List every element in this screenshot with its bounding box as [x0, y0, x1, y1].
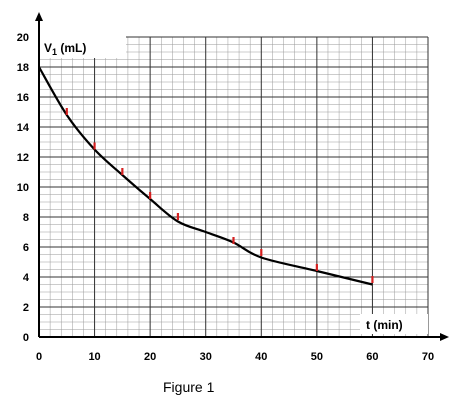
- y-label-box: V1 (mL): [40, 34, 126, 58]
- y-tick-label: 10: [17, 182, 29, 194]
- y-tick-label: 12: [17, 152, 29, 164]
- y-tick-label: 18: [17, 62, 29, 74]
- x-label-background: [360, 314, 428, 334]
- y-tick-label: 4: [23, 272, 30, 284]
- x-tick-label: 0: [36, 351, 42, 363]
- grid-major: [38, 36, 429, 338]
- x-tick-label: 60: [366, 351, 378, 363]
- y-tick-label: 14: [17, 122, 30, 134]
- volume-curve: [38, 66, 373, 286]
- y-tick-label: 16: [17, 92, 29, 104]
- y-axis-label-main: V: [44, 41, 52, 55]
- x-tick-label: 30: [200, 351, 212, 363]
- x-axis-label: t (min): [366, 318, 403, 332]
- x-axis-arrow: [440, 333, 449, 341]
- y-tick-label: 6: [23, 242, 29, 254]
- y-tick-label: 0: [23, 332, 29, 344]
- y-axis-label-subscript: 1: [52, 47, 57, 57]
- y-label-background: [40, 34, 126, 58]
- x-tick-labels: 0 10 20 30 40 50 60 70: [36, 351, 434, 363]
- y-tick-labels: 0 2 4 6 8 10 12 14 16 18 20: [17, 32, 30, 344]
- y-tick-label: 20: [17, 32, 29, 44]
- y-tick-label: 2: [23, 302, 29, 314]
- y-axis-label: V1 (mL): [44, 41, 86, 57]
- figure-caption: Figure 1: [163, 379, 215, 395]
- x-tick-label: 10: [88, 351, 100, 363]
- x-tick-label: 40: [255, 351, 267, 363]
- x-label-box: t (min): [360, 314, 428, 334]
- x-tick-label: 50: [311, 351, 323, 363]
- y-axis-label-unit: (mL): [57, 41, 86, 55]
- y-tick-label: 8: [23, 212, 29, 224]
- y-axis-arrow: [35, 12, 43, 21]
- x-tick-label: 20: [144, 351, 156, 363]
- x-tick-label: 70: [422, 351, 434, 363]
- axes: [35, 12, 449, 341]
- data-points: [65, 108, 374, 283]
